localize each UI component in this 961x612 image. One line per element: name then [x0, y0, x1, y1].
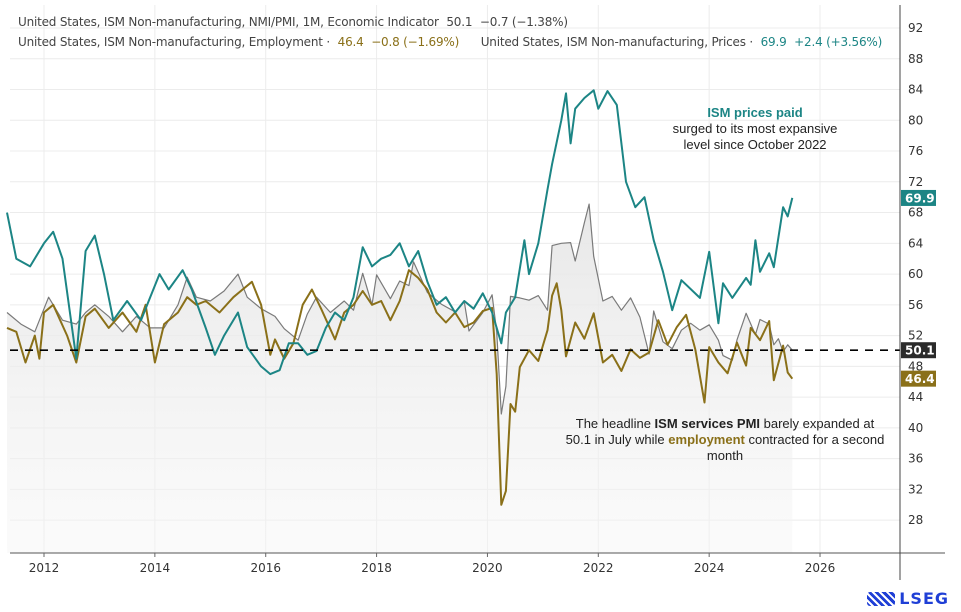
- annotation-pmi-text-2: barely expanded at 50.1 in July while: [565, 416, 875, 447]
- last-value-badge-prices: [901, 189, 936, 206]
- y-tick-label: 28: [908, 513, 923, 527]
- last-value-badge-text-pmi: 50.1: [905, 344, 935, 358]
- legend-employment-label: United States, ISM Non-manufacturing, Em…: [18, 35, 331, 49]
- y-tick-label: 64: [908, 236, 923, 250]
- annotation-pmi-bold: ISM services PMI: [654, 416, 761, 431]
- legend-pmi: United States, ISM Non-manufacturing, NM…: [18, 15, 572, 29]
- y-tick-label: 32: [908, 482, 923, 496]
- y-tick-label: 76: [908, 144, 923, 158]
- lseg-logo-mark-icon: [867, 591, 896, 606]
- x-tick-label: 2022: [583, 561, 614, 575]
- legend-prices-change: +2.4 (+3.56%): [794, 35, 883, 49]
- lseg-logo: LSEG: [867, 589, 949, 608]
- x-tick-label: 2020: [472, 561, 503, 575]
- annotation-employment-bold: employment: [668, 432, 745, 447]
- x-tick-label: 2024: [694, 561, 725, 575]
- x-tick-label: 2014: [140, 561, 171, 575]
- y-tick-label: 40: [908, 421, 923, 435]
- last-value-badge-pmi: [901, 342, 936, 359]
- legend-pmi-value: 50.1: [446, 15, 473, 29]
- legend-row-2: United States, ISM Non-manufacturing, Em…: [18, 35, 886, 49]
- legend-pmi-change: −0.7 (−1.38%): [479, 15, 568, 29]
- series-line-employment: [6, 269, 794, 506]
- annotation-prices-text: surged to its most expansive level since…: [672, 121, 838, 152]
- y-tick-label: 80: [908, 113, 923, 127]
- legend-prices-value: 69.9: [760, 35, 787, 49]
- x-tick-label: 2016: [250, 561, 281, 575]
- pmi-area-fill: [7, 204, 793, 553]
- y-tick-label: 60: [908, 267, 923, 281]
- lseg-logo-text: LSEG: [899, 589, 949, 608]
- y-tick-label: 72: [908, 175, 923, 189]
- annotation-prices-bold: ISM prices paid: [707, 105, 803, 120]
- y-tick-label: 44: [908, 390, 923, 404]
- y-tick-label: 92: [908, 21, 923, 35]
- x-tick-label: 2026: [805, 561, 836, 575]
- y-tick-label: 56: [908, 298, 923, 312]
- x-tick-label: 2012: [29, 561, 60, 575]
- y-tick-label: 36: [908, 452, 923, 466]
- y-tick-label: 48: [908, 359, 923, 373]
- annotation-pmi-text: The headline: [575, 416, 655, 431]
- annotation-pmi: The headline ISM services PMI barely exp…: [565, 416, 885, 464]
- legend-pmi-label: United States, ISM Non-manufacturing, NM…: [18, 15, 439, 29]
- y-tick-label: 88: [908, 52, 923, 66]
- legend-employment-value: 46.4: [337, 35, 364, 49]
- last-value-badge-employment: [901, 370, 936, 387]
- last-value-badge-text-employment: 46.4: [905, 372, 935, 386]
- last-value-badge-text-prices: 69.9: [905, 191, 935, 205]
- y-tick-label: 68: [908, 206, 923, 220]
- y-tick-label: 52: [908, 329, 923, 343]
- y-tick-label: 84: [908, 83, 923, 97]
- legend-employment-change: −0.8 (−1.69%): [371, 35, 460, 49]
- legend-prices-label: United States, ISM Non-manufacturing, Pr…: [480, 35, 753, 49]
- series-line-prices: [6, 89, 794, 376]
- x-tick-label: 2018: [361, 561, 392, 575]
- annotation-prices: ISM prices paid surged to its most expan…: [660, 105, 850, 153]
- annotation-pmi-text-3: contracted for a second month: [706, 432, 885, 463]
